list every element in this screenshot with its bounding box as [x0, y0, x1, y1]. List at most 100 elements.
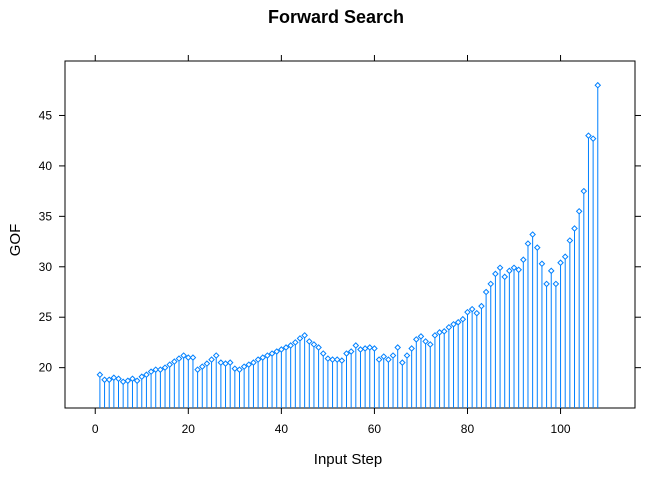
data-point: [487, 280, 495, 288]
data-point: [129, 375, 136, 383]
data-point: [454, 318, 462, 326]
data-point: [319, 350, 327, 357]
data-point: [231, 365, 239, 372]
data-point: [119, 378, 127, 386]
data-point: [226, 359, 234, 366]
data-point: [492, 270, 499, 278]
data-point: [529, 231, 536, 238]
data-point: [506, 267, 513, 275]
data-point: [496, 264, 504, 272]
x-axis-label: Input Step: [314, 451, 382, 468]
data-point: [133, 377, 141, 385]
data-point: [282, 344, 290, 351]
data-point: [357, 346, 364, 353]
data-point: [557, 259, 564, 267]
data-point: [352, 342, 360, 349]
data-point: [250, 359, 257, 366]
data-point: [310, 341, 318, 348]
data-point: [222, 360, 229, 367]
data-point: [292, 339, 299, 346]
data-point: [124, 377, 132, 385]
data-point: [166, 361, 174, 368]
y-tick-label: 45: [39, 108, 53, 122]
data-point: [408, 345, 415, 352]
data-point: [440, 328, 448, 335]
plot-frame: [64, 60, 636, 409]
data-point: [175, 355, 183, 362]
data-point: [240, 363, 248, 370]
data-point: [347, 348, 355, 355]
data-point: [208, 356, 215, 363]
data-point: [399, 359, 406, 366]
data-point: [254, 356, 262, 363]
data-point: [571, 225, 578, 232]
data-point: [324, 355, 332, 362]
data-point: [580, 187, 588, 195]
data-point: [264, 352, 271, 359]
y-axis: 20 25 30 35 40 45: [39, 108, 641, 375]
data-point: [431, 332, 439, 339]
data-point: [389, 352, 397, 359]
data-point: [96, 371, 104, 379]
data-point: [171, 358, 178, 365]
y-tick-label: 25: [39, 310, 53, 324]
data-bars: [96, 81, 602, 408]
data-point: [143, 371, 150, 379]
data-point: [501, 273, 509, 281]
data-point: [198, 363, 206, 370]
data-point: [268, 350, 276, 357]
data-point: [533, 244, 541, 251]
data-point: [515, 266, 522, 274]
data-point: [417, 333, 425, 340]
data-point: [161, 364, 169, 371]
data-point: [543, 280, 550, 288]
data-point: [585, 132, 592, 139]
y-tick-label: 30: [39, 260, 53, 274]
data-point: [371, 345, 378, 352]
y-tick-label: 20: [39, 361, 53, 375]
data-point: [547, 267, 555, 275]
data-point: [594, 81, 602, 89]
data-point: [180, 352, 187, 359]
x-tick-label: 0: [92, 422, 99, 436]
data-point: [203, 360, 211, 367]
data-point: [338, 357, 346, 364]
data-point: [478, 302, 485, 310]
data-point: [538, 260, 546, 268]
data-point: [394, 344, 402, 351]
data-point: [110, 374, 118, 382]
data-point: [459, 315, 467, 323]
x-tick-label: 100: [551, 422, 571, 436]
data-point: [403, 352, 411, 359]
data-point: [426, 341, 434, 348]
data-point: [589, 135, 597, 142]
data-point: [575, 207, 583, 215]
data-point: [115, 375, 122, 383]
data-point: [217, 359, 225, 366]
data-point: [520, 256, 527, 264]
data-point: [287, 342, 294, 349]
data-point: [380, 353, 388, 360]
x-tick-label: 40: [275, 422, 289, 436]
data-point: [245, 361, 253, 368]
data-point: [566, 237, 574, 244]
data-point: [385, 356, 392, 363]
data-point: [105, 376, 113, 384]
data-point: [296, 335, 304, 342]
data-point: [194, 366, 201, 373]
data-point: [278, 346, 285, 353]
data-point: [329, 356, 336, 363]
data-point: [189, 354, 197, 361]
data-point: [138, 373, 146, 381]
data-point: [236, 366, 243, 373]
data-point: [147, 368, 155, 375]
data-point: [259, 354, 267, 361]
data-point: [510, 264, 518, 272]
data-point: [473, 309, 481, 317]
data-point: [333, 356, 341, 363]
data-point: [157, 366, 164, 373]
data-point: [561, 253, 569, 260]
data-point: [436, 329, 443, 336]
data-point: [375, 356, 383, 363]
